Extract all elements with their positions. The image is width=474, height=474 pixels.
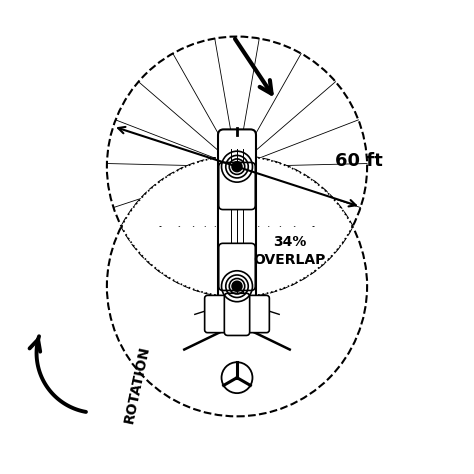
Circle shape [221, 362, 253, 393]
Text: ROTATION: ROTATION [122, 345, 152, 425]
FancyBboxPatch shape [247, 295, 269, 333]
Text: 60 ft: 60 ft [335, 152, 383, 170]
Circle shape [232, 281, 242, 291]
FancyBboxPatch shape [219, 243, 255, 291]
Polygon shape [121, 156, 353, 297]
Text: 34%
OVERLAP: 34% OVERLAP [254, 236, 326, 267]
FancyBboxPatch shape [205, 295, 227, 333]
FancyBboxPatch shape [219, 163, 255, 210]
Circle shape [232, 162, 242, 172]
FancyBboxPatch shape [218, 129, 256, 324]
FancyBboxPatch shape [224, 293, 250, 336]
